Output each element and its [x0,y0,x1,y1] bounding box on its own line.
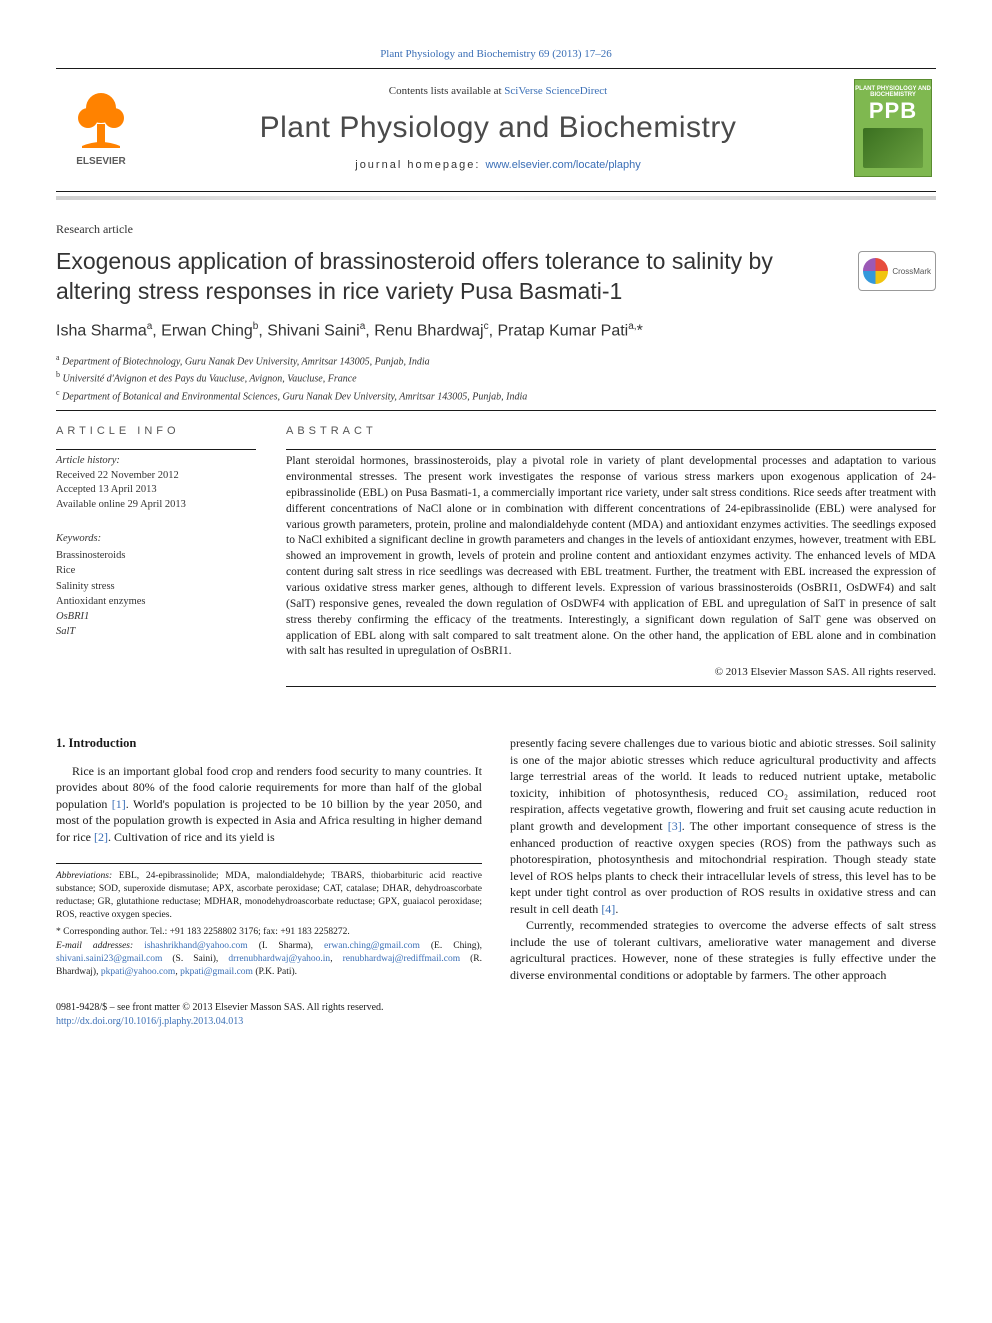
rule-masthead-bottom [56,191,936,192]
info-row: ARTICLE INFO Article history: Received 2… [56,425,936,691]
masthead: ELSEVIER Contents lists available at Sci… [56,73,936,187]
cover-abbrev: PPB [855,98,931,124]
intro-para-1-cont: presently facing severe challenges due t… [510,735,936,917]
keyword-5: SalT [56,626,75,637]
affiliation-a: a Department of Biotechnology, Guru Nana… [56,352,936,369]
keywords-label: Keywords: [56,531,256,546]
journal-cover-slot: PLANT PHYSIOLOGY AND BIOCHEMISTRY PPB [850,79,936,177]
masthead-center: Contents lists available at SciVerse Sci… [146,85,850,171]
email-7[interactable]: pkpati@gmail.com [180,967,253,977]
ref-link-2[interactable]: [2] [94,830,108,844]
homepage-prefix: journal homepage: [355,159,485,171]
rule-abstract-1 [286,449,936,450]
elsevier-logo-icon: ELSEVIER [66,88,136,168]
affiliations: a Department of Biotechnology, Guru Nana… [56,352,936,404]
email-n4: , [330,954,342,964]
abstract-label: ABSTRACT [286,425,936,437]
publisher-logo-slot: ELSEVIER [56,88,146,168]
page-container: Plant Physiology and Biochemistry 69 (20… [0,0,992,1069]
abstract-col: ABSTRACT Plant steroidal hormones, brass… [286,425,936,691]
cover-image-placeholder [863,128,923,168]
article-type: Research article [56,222,936,237]
body-columns: 1. Introduction Rice is an important glo… [56,735,936,983]
sciencedirect-link[interactable]: SciVerse ScienceDirect [504,85,607,97]
keyword-4: OsBRI1 [56,611,89,622]
homepage-line: journal homepage: www.elsevier.com/locat… [146,159,850,171]
abbreviations-footnote: Abbreviations: EBL, 24-epibrassinolide; … [56,870,482,921]
abbrev-text: EBL, 24-epibrassinolide; MDA, malondiald… [56,871,482,919]
journal-cover-icon: PLANT PHYSIOLOGY AND BIOCHEMISTRY PPB [854,79,932,177]
footer-left: 0981-9428/$ – see front matter © 2013 El… [56,1001,384,1029]
intro-para-2: Currently, recommended strategies to ove… [510,917,936,983]
issn-line: 0981-9428/$ – see front matter © 2013 El… [56,1001,384,1015]
article-info-label: ARTICLE INFO [56,425,256,437]
doi-link[interactable]: http://dx.doi.org/10.1016/j.plaphy.2013.… [56,1016,243,1027]
section-heading-intro: 1. Introduction [56,735,482,752]
article-history: Article history: Received 22 November 20… [56,454,256,513]
body-col-right: presently facing severe challenges due t… [510,735,936,983]
journal-name: Plant Physiology and Biochemistry [146,111,850,145]
email-label: E-mail addresses: [56,941,133,951]
top-citation-link[interactable]: Plant Physiology and Biochemistry 69 (20… [380,48,612,60]
title-row: Exogenous application of brassinosteroid… [56,247,936,307]
article-title: Exogenous application of brassinosteroid… [56,247,858,307]
email-1[interactable]: ishashrikhand@yahoo.com [144,941,247,951]
crossmark-icon [863,258,888,284]
email-n1: (I. Sharma), [248,941,324,951]
email-addresses: E-mail addresses: ishashrikhand@yahoo.co… [56,940,482,978]
body-col-left: 1. Introduction Rice is an important glo… [56,735,482,983]
ref-link-3[interactable]: [3] [668,819,682,833]
elsevier-wordmark: ELSEVIER [76,156,126,167]
abstract-copyright: © 2013 Elsevier Masson SAS. All rights r… [286,666,936,678]
homepage-link[interactable]: www.elsevier.com/locate/plaphy [485,159,640,171]
intro-para-1: Rice is an important global food crop an… [56,763,482,846]
abstract-text: Plant steroidal hormones, brassinosteroi… [286,454,936,660]
top-citation: Plant Physiology and Biochemistry 69 (20… [56,48,936,60]
email-2[interactable]: erwan.ching@gmail.com [324,941,420,951]
ref-link-4[interactable]: [4] [601,902,615,916]
affiliation-c: c Department of Botanical and Environmen… [56,387,936,404]
footer-row: 0981-9428/$ – see front matter © 2013 El… [56,1001,936,1029]
history-accepted: Accepted 13 April 2013 [56,484,157,495]
rule-above-info [56,410,936,411]
email-n2: (E. Ching), [420,941,482,951]
corresponding-author: * Corresponding author. Tel.: +91 183 22… [56,926,482,939]
keyword-3: Antioxidant enzymes [56,596,146,607]
history-online: Available online 29 April 2013 [56,499,186,510]
affiliation-b: b Université d'Avignon et des Pays du Va… [56,369,936,386]
keywords-block: Keywords: Brassinosteroids Rice Salinity… [56,531,256,640]
keyword-2: Salinity stress [56,581,115,592]
intro-text-c: . Cultivation of rice and its yield is [108,830,275,844]
history-received: Received 22 November 2012 [56,470,179,481]
crossmark-label: CrossMark [892,267,931,276]
col2-text-b: . The other important consequence of str… [510,819,936,916]
keyword-0: Brassinosteroids [56,550,125,561]
email-4[interactable]: drrenubhardwaj@yahoo.in [228,954,330,964]
history-label: Article history: [56,455,120,466]
cover-small-title: PLANT PHYSIOLOGY AND BIOCHEMISTRY [855,86,931,98]
article-info-col: ARTICLE INFO Article history: Received 2… [56,425,256,691]
rule-top [56,68,936,69]
email-3[interactable]: shivani.saini23@gmail.com [56,954,162,964]
email-5[interactable]: renubhardwaj@rediffmail.com [343,954,461,964]
contents-prefix: Contents lists available at [389,85,504,97]
rule-info-1 [56,449,256,450]
authors-line: Isha Sharmaa, Erwan Chingb, Shivani Sain… [56,321,936,340]
rule-abstract-2 [286,686,936,687]
email-n3: (S. Saini), [162,954,228,964]
contents-line: Contents lists available at SciVerse Sci… [146,85,850,97]
abbrev-label: Abbreviations: [56,871,112,881]
gradient-divider [56,196,936,200]
col2-text-c: . [615,902,618,916]
footnotes: Abbreviations: EBL, 24-epibrassinolide; … [56,863,482,979]
ref-link-1[interactable]: [1] [112,797,126,811]
email-n7: (P.K. Pati). [253,967,297,977]
email-6[interactable]: pkpati@yahoo.com [101,967,175,977]
crossmark-badge[interactable]: CrossMark [858,251,936,291]
keyword-1: Rice [56,565,75,576]
